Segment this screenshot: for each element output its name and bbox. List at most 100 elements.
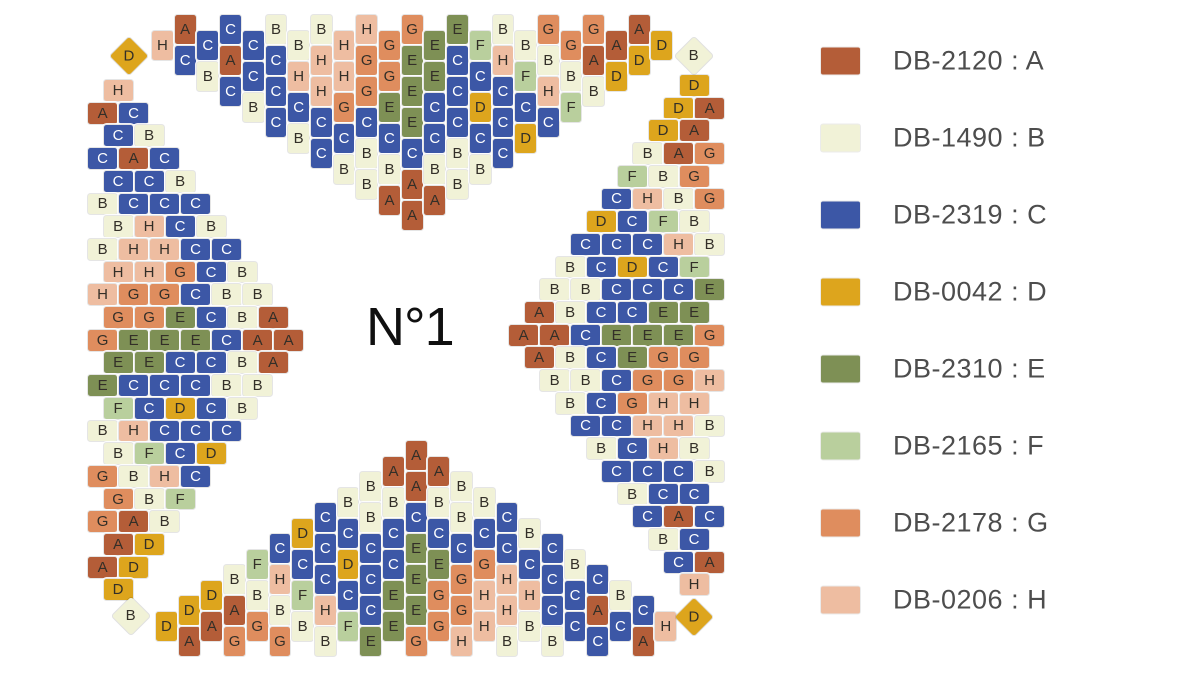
bead-letter: B [252, 586, 263, 604]
bead-letter: C [159, 422, 171, 440]
bead-letter: G [383, 36, 396, 54]
bead-letter: C [221, 331, 233, 349]
bead-B: B [492, 15, 514, 45]
bead-A: A [405, 472, 427, 502]
bead-letter: B [456, 509, 467, 527]
bead-letter: C [361, 114, 373, 132]
bead-letter: A [673, 145, 684, 163]
bead-letter: B [524, 524, 535, 542]
bead-letter: E [642, 326, 653, 344]
bead-letter: G [96, 331, 109, 349]
bead-letter: B [175, 172, 186, 190]
bead-letter: C [474, 67, 486, 85]
bead-G: G [679, 165, 709, 187]
bead-B: B [648, 165, 678, 187]
bead-letter: C [595, 394, 607, 412]
bead-A: A [201, 611, 223, 641]
bead-letter: F [627, 167, 637, 185]
bead-D: D [165, 397, 195, 419]
bead-H: H [103, 80, 133, 101]
bead-H: H [134, 216, 164, 238]
bead-letter: F [521, 67, 531, 85]
bead-B: B [288, 123, 310, 153]
bead-H: H [88, 284, 118, 306]
bead-A: A [383, 456, 404, 486]
bead-letter: E [627, 349, 638, 367]
bead-letter: B [202, 67, 213, 85]
bead-letter: B [229, 571, 240, 589]
bead-C: C [541, 534, 563, 564]
bead-G: G [617, 392, 647, 414]
bead-C: C [405, 503, 427, 533]
bead-B: B [496, 627, 518, 657]
bead-letter: C [247, 67, 259, 85]
bead-G: G [224, 627, 245, 657]
bead-letter: B [270, 21, 281, 39]
bead-C: C [242, 30, 264, 60]
bead-E: E [679, 302, 709, 323]
bead-G: G [88, 465, 118, 487]
bead-letter: C [642, 281, 654, 299]
bead-letter: F [475, 36, 485, 54]
bead-A: A [224, 596, 245, 626]
bead-letter: B [361, 176, 372, 194]
legend-item-F: DB-2165 : F [821, 431, 1044, 462]
bead-D: D [651, 30, 673, 60]
bead-H: H [695, 370, 725, 391]
bead-letter: G [96, 513, 109, 531]
bead-letter: A [534, 303, 545, 321]
bead-B: B [695, 233, 725, 255]
legend-label: DB-2178 : G [893, 507, 1049, 538]
bead-letter: C [592, 571, 604, 589]
bead-letter: G [455, 602, 468, 620]
bead-letter: C [429, 129, 441, 147]
bead-A: A [679, 120, 709, 142]
bead-letter: C [688, 485, 700, 503]
bead-B: B [119, 465, 149, 487]
bead-letter: A [534, 349, 545, 367]
bead-letter: B [501, 633, 512, 651]
bead-B: B [473, 487, 495, 517]
bead-letter: B [549, 281, 560, 299]
bead-G: G [401, 15, 423, 45]
bead-letter: H [524, 586, 536, 604]
bead-E: E [405, 534, 427, 564]
bead-letter: E [175, 308, 186, 326]
bead-B: B [246, 580, 268, 610]
bead-letter: B [97, 240, 108, 258]
bead-letter: C [406, 145, 418, 163]
bead-B: B [310, 15, 332, 45]
bead-letter: D [611, 67, 622, 85]
bead-B: B [560, 61, 582, 91]
bead-letter: C [179, 52, 191, 70]
bead-G: G [451, 596, 472, 626]
legend-label: DB-2310 : E [893, 353, 1046, 384]
bead-C: C [360, 565, 382, 595]
bead-C: C [473, 518, 495, 548]
bead-H: H [119, 238, 149, 260]
bead-letter: B [547, 633, 558, 651]
bead-letter: E [433, 555, 444, 573]
bead-D: D [586, 211, 616, 233]
bead-H: H [310, 46, 332, 76]
bead-letter: C [569, 586, 581, 604]
bead-letter: A [268, 308, 279, 326]
bead-C: C [288, 92, 310, 122]
bead-D: D [664, 97, 694, 119]
bead-letter: E [429, 36, 440, 54]
bead-letter: G [626, 394, 638, 412]
bead-letter: C [293, 98, 305, 116]
bead-B: B [292, 611, 314, 641]
legend-label: DB-2319 : C [893, 199, 1048, 230]
bead-B: B [196, 216, 226, 238]
bead-B: B [469, 154, 491, 184]
bead-letter: C [159, 377, 171, 395]
bead-letter: C [270, 114, 282, 132]
bead-letter: D [342, 555, 354, 573]
bead-C: C [564, 611, 586, 641]
bead-C: C [571, 233, 601, 255]
bead-letter: C [497, 145, 509, 163]
bead-letter: B [497, 21, 508, 39]
bead-B: B [428, 487, 450, 517]
bead-E: E [405, 596, 427, 626]
